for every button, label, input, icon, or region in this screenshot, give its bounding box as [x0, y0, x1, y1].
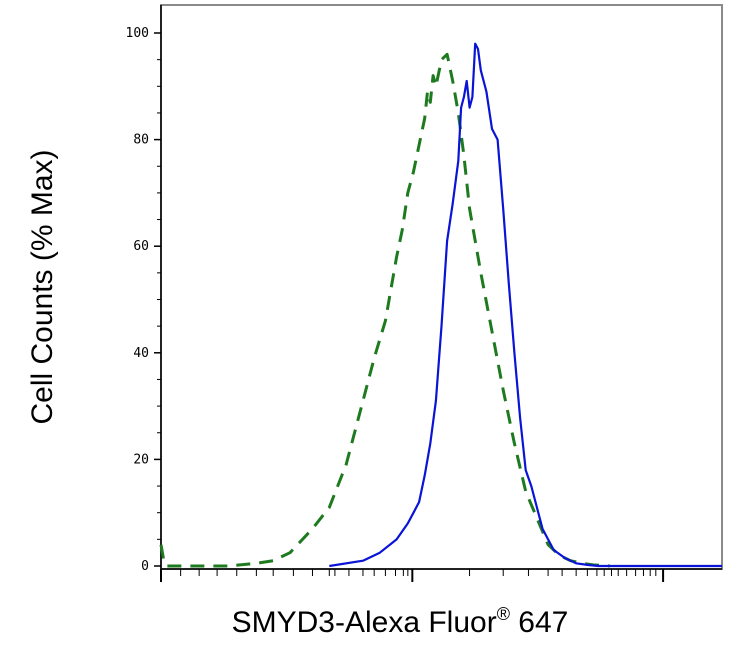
y-tick-label: 80 [133, 133, 149, 148]
y-tick-label: 100 [126, 26, 149, 41]
x-axis-title-suffix: 647 [510, 606, 568, 639]
y-tick-label: 60 [133, 239, 149, 254]
y-axis-title: Cell Counts (% Max) [26, 149, 59, 424]
sample-histogram-line [329, 42, 722, 568]
x-axis-title: SMYD3-Alexa Fluor® 647 [232, 604, 569, 639]
x-axis-title-registered: ® [497, 604, 510, 624]
y-tick-label: 0 [141, 559, 149, 574]
plot-frame [160, 4, 723, 570]
x-ticks [160, 569, 665, 582]
series-layer [159, 42, 722, 568]
y-tick-label: 20 [133, 452, 149, 467]
y-ticks: 0 20 40 60 80 100 [126, 26, 161, 574]
x-axis-title-main: SMYD3-Alexa Fluor [232, 606, 497, 639]
control-histogram-line [159, 52, 610, 568]
y-tick-label: 40 [133, 346, 149, 361]
